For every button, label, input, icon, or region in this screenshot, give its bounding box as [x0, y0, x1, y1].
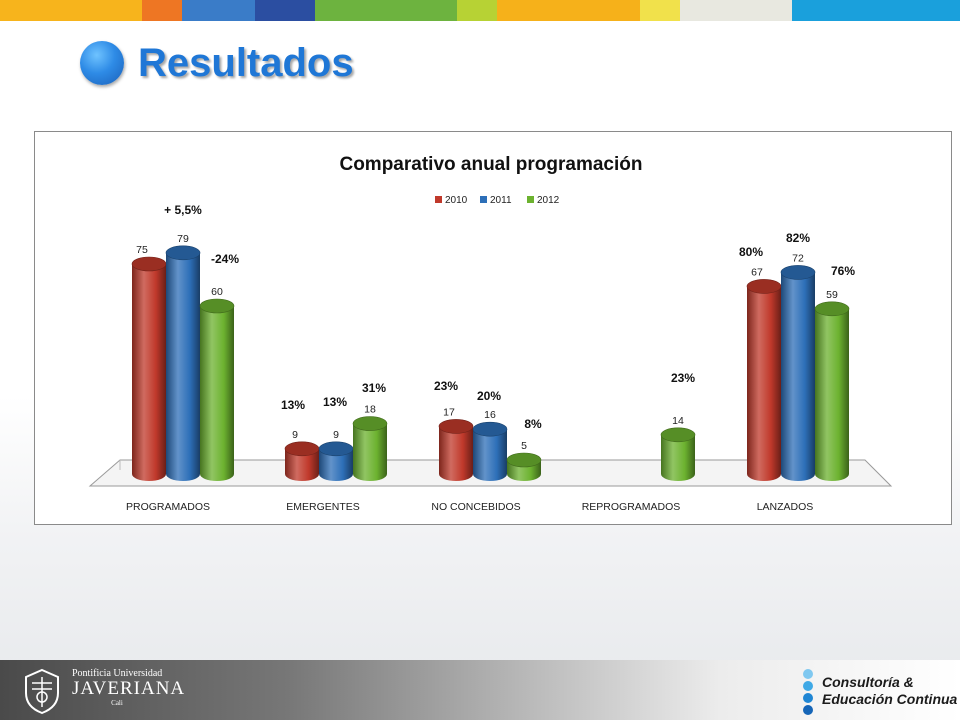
percent-label: 13% — [323, 395, 347, 409]
university-crest-icon — [25, 668, 59, 715]
color-segment — [680, 0, 792, 21]
color-segment — [640, 0, 680, 21]
consult-line1: Consultoría & — [822, 674, 914, 690]
consultoria-dots-icon — [803, 669, 813, 715]
color-segment — [255, 0, 315, 21]
title-area: Resultados — [80, 40, 354, 86]
bar — [746, 279, 782, 481]
category-label: EMERGENTES — [286, 501, 360, 513]
color-segment — [142, 0, 182, 21]
legend-swatch — [435, 196, 442, 203]
bar — [352, 416, 388, 481]
legend-label: 2010 — [445, 195, 468, 206]
legend-swatch — [527, 196, 534, 203]
data-label: 5 — [521, 440, 527, 452]
data-label: 72 — [792, 252, 804, 264]
color-segment — [457, 0, 497, 21]
bar — [506, 452, 542, 481]
percent-label: 76% — [831, 264, 855, 278]
data-label: 9 — [333, 429, 339, 441]
percent-label: 13% — [281, 398, 305, 412]
data-label: 14 — [672, 415, 684, 427]
legend-swatch — [480, 196, 487, 203]
bar — [131, 256, 167, 481]
bar — [165, 245, 201, 481]
consultoria-name: Consultoría & Educación Continua — [822, 674, 957, 708]
bar — [284, 441, 320, 481]
percent-label: 82% — [786, 231, 810, 245]
color-segment — [315, 0, 457, 21]
consult-line2: Educación Continua — [822, 691, 958, 707]
footer-band — [0, 660, 960, 720]
bar — [660, 427, 696, 481]
data-label: 60 — [211, 286, 223, 298]
percent-label: 31% — [362, 381, 386, 395]
bar-chart: Comparativo anual programación 2010 2011 2… — [88, 154, 893, 513]
chart-bars: 75 79 60 9 9 18 17 16 5 14 67 72 59 + 5,5% -24% 13% 13% 3… — [131, 203, 855, 481]
bar — [780, 265, 816, 481]
color-segment — [792, 0, 960, 21]
title-bullet-icon — [80, 41, 124, 85]
percent-label: -24% — [211, 252, 239, 266]
data-label: 16 — [484, 409, 496, 421]
chart-legend: 2010 2011 2012 — [435, 195, 560, 206]
university-line3: Cali — [111, 699, 123, 707]
data-label: 67 — [751, 266, 763, 278]
percent-label: 20% — [477, 389, 501, 403]
color-segment — [182, 0, 255, 21]
data-label: 9 — [292, 429, 298, 441]
category-label: NO CONCEBIDOS — [431, 501, 520, 513]
bar — [438, 419, 474, 481]
category-label: REPROGRAMADOS — [582, 501, 681, 513]
header-color-bar — [0, 0, 960, 21]
data-label: 59 — [826, 289, 838, 301]
chart-title: Comparativo anual programación — [339, 154, 642, 175]
color-segment — [0, 0, 142, 21]
data-label: 75 — [136, 244, 148, 256]
page-title: Resultados — [138, 40, 354, 85]
data-label: 18 — [364, 404, 376, 416]
chart-frame: Comparativo anual programación 2010 2011 2… — [34, 131, 952, 525]
legend-label: 2012 — [537, 195, 560, 206]
percent-label: 80% — [739, 245, 763, 259]
data-label: 79 — [177, 233, 189, 245]
legend-label: 2011 — [490, 195, 512, 206]
university-line2: JAVERIANA — [72, 678, 186, 699]
percent-label: 23% — [434, 379, 458, 393]
bar — [814, 301, 850, 481]
university-line1: Pontificia Universidad — [72, 668, 163, 679]
category-labels: PROGRAMADOS EMERGENTES NO CONCEBIDOS REPROG… — [126, 501, 813, 513]
bar — [199, 298, 235, 481]
category-label: PROGRAMADOS — [126, 501, 210, 513]
bar — [472, 421, 508, 481]
bar — [318, 441, 354, 481]
percent-label: 8% — [524, 417, 542, 431]
data-label: 17 — [443, 406, 455, 418]
color-segment — [497, 0, 640, 21]
percent-label: 23% — [671, 371, 695, 385]
category-label: LANZADOS — [757, 501, 814, 513]
university-name: Pontificia Universidad JAVERIANA Cali — [72, 668, 185, 707]
percent-label: + 5,5% — [164, 203, 202, 217]
